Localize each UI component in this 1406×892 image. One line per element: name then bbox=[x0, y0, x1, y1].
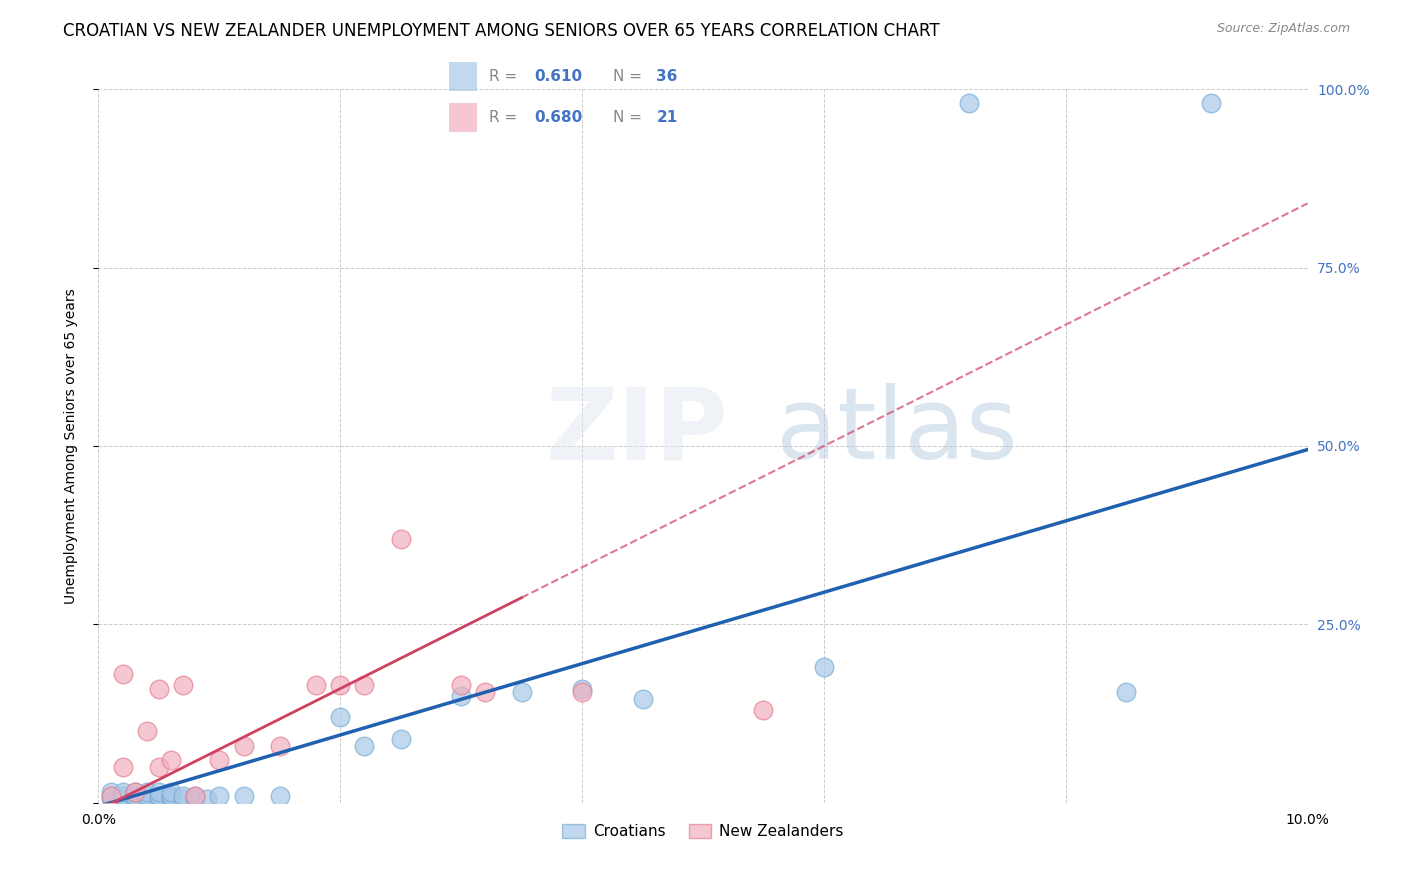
Bar bbox=[449, 62, 477, 91]
Point bbox=[269, 739, 291, 753]
Point bbox=[474, 685, 496, 699]
Point bbox=[135, 789, 157, 803]
Point bbox=[571, 685, 593, 699]
Point bbox=[100, 785, 122, 799]
Point bbox=[160, 753, 183, 767]
Point bbox=[389, 731, 412, 746]
Point bbox=[100, 789, 122, 803]
Y-axis label: Unemployment Among Seniors over 65 years: Unemployment Among Seniors over 65 years bbox=[63, 288, 77, 604]
Point bbox=[353, 678, 375, 692]
Point bbox=[208, 753, 231, 767]
Point bbox=[232, 739, 254, 753]
Text: 36: 36 bbox=[657, 70, 678, 84]
Point bbox=[135, 792, 157, 806]
Point bbox=[111, 785, 134, 799]
Point bbox=[160, 785, 183, 799]
Text: CROATIAN VS NEW ZEALANDER UNEMPLOYMENT AMONG SENIORS OVER 65 YEARS CORRELATION C: CROATIAN VS NEW ZEALANDER UNEMPLOYMENT A… bbox=[63, 22, 939, 40]
Point bbox=[135, 785, 157, 799]
Point bbox=[160, 790, 183, 805]
Point bbox=[148, 789, 170, 803]
Bar bbox=[449, 103, 477, 132]
Text: R =: R = bbox=[489, 70, 523, 84]
Point bbox=[124, 785, 146, 799]
Point bbox=[148, 792, 170, 806]
Point bbox=[510, 685, 533, 699]
Legend: Croatians, New Zealanders: Croatians, New Zealanders bbox=[557, 818, 849, 845]
Point bbox=[124, 789, 146, 803]
Point bbox=[124, 785, 146, 799]
Point bbox=[148, 681, 170, 696]
Point bbox=[100, 792, 122, 806]
Point bbox=[571, 681, 593, 696]
Point bbox=[172, 792, 194, 806]
Point bbox=[813, 660, 835, 674]
Point bbox=[631, 692, 654, 706]
Point bbox=[184, 789, 207, 803]
Point bbox=[111, 792, 134, 806]
Point bbox=[111, 667, 134, 681]
Text: N =: N = bbox=[613, 111, 647, 125]
Point bbox=[195, 792, 218, 806]
Point bbox=[124, 792, 146, 806]
Point bbox=[269, 789, 291, 803]
Point bbox=[329, 678, 352, 692]
Point bbox=[148, 785, 170, 799]
Point bbox=[1199, 96, 1222, 111]
Point bbox=[232, 789, 254, 803]
Point bbox=[305, 678, 328, 692]
Point bbox=[135, 724, 157, 739]
Point bbox=[1115, 685, 1137, 699]
Point bbox=[184, 789, 207, 803]
Text: atlas: atlas bbox=[776, 384, 1017, 480]
Point bbox=[160, 789, 183, 803]
Point bbox=[450, 689, 472, 703]
Point bbox=[148, 760, 170, 774]
Point bbox=[100, 789, 122, 803]
Point bbox=[111, 789, 134, 803]
Point bbox=[353, 739, 375, 753]
Text: Source: ZipAtlas.com: Source: ZipAtlas.com bbox=[1216, 22, 1350, 36]
Point bbox=[450, 678, 472, 692]
Text: 21: 21 bbox=[657, 111, 678, 125]
Point bbox=[160, 792, 183, 806]
Text: 0.680: 0.680 bbox=[534, 111, 582, 125]
Point bbox=[208, 789, 231, 803]
Point bbox=[329, 710, 352, 724]
Text: N =: N = bbox=[613, 70, 647, 84]
Point bbox=[172, 678, 194, 692]
Point bbox=[111, 760, 134, 774]
Point bbox=[389, 532, 412, 546]
Point bbox=[957, 96, 980, 111]
Text: R =: R = bbox=[489, 111, 523, 125]
Text: ZIP: ZIP bbox=[546, 384, 728, 480]
Point bbox=[752, 703, 775, 717]
Point bbox=[172, 789, 194, 803]
Text: 0.610: 0.610 bbox=[534, 70, 582, 84]
Point bbox=[184, 792, 207, 806]
